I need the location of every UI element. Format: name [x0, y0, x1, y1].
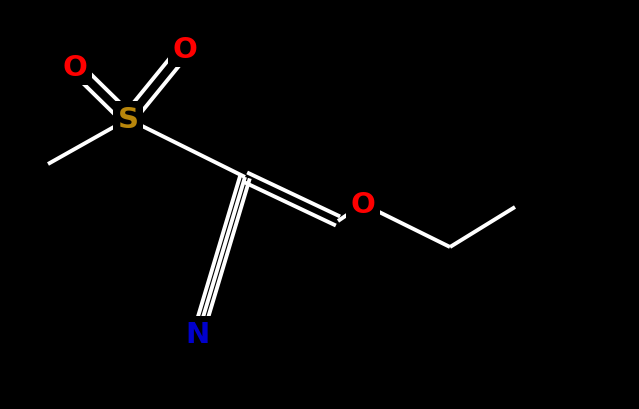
- Text: O: O: [351, 191, 376, 218]
- Text: S: S: [118, 106, 139, 134]
- Text: O: O: [173, 36, 197, 64]
- Text: O: O: [63, 54, 88, 82]
- Text: N: N: [186, 320, 210, 348]
